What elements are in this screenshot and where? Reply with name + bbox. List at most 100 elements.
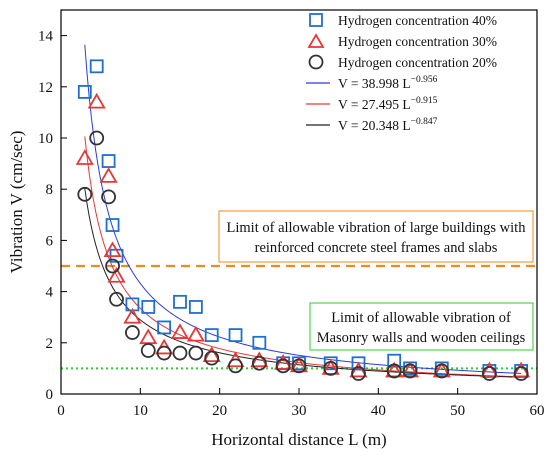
x-tick-label: 30 [292, 403, 307, 419]
data-point-circle [228, 358, 243, 374]
annotation-box [218, 210, 534, 263]
data-point-circle [275, 358, 291, 374]
data-points [75, 59, 531, 381]
data-point-circle [89, 130, 105, 146]
fit-equation: V = 38.998 L [338, 76, 411, 91]
fit-equation: V = 20.348 L [338, 118, 411, 133]
data-point-triangle [432, 361, 451, 378]
legend-label: Hydrogen concentration 20% [338, 55, 497, 70]
annotation-line: reinforced concrete steel frames and sla… [255, 240, 498, 256]
y-tick-label: 2 [46, 336, 54, 352]
data-point-triangle [349, 361, 368, 378]
data-point-circle [323, 360, 339, 376]
data-point-triangle [401, 361, 420, 378]
data-point-circle [291, 358, 307, 374]
x-tick-label: 10 [133, 403, 148, 419]
reference-lines [61, 264, 537, 370]
data-point-circle [124, 325, 140, 340]
annotation-line: Masonry walls and wooden ceilings [317, 330, 526, 346]
legend-item-series-40: Hydrogen concentration 40% [309, 13, 497, 28]
legend-item-fit-20: V = 20.348 L−0.847 [306, 117, 438, 133]
fit-equation: V = 27.495 L [338, 97, 411, 112]
data-point-square [157, 320, 172, 335]
legend-fit-label: V = 20.348 L−0.847 [338, 117, 438, 133]
data-point-square [204, 328, 219, 343]
fit-exponent: −0.847 [411, 117, 438, 127]
data-point-circle [188, 345, 204, 361]
data-point-square [252, 335, 267, 350]
legend-item-fit-30: V = 27.495 L−0.915 [306, 96, 438, 112]
data-point-triangle [123, 307, 142, 324]
data-point-square [323, 356, 338, 371]
data-point-circle [77, 186, 93, 202]
annotation-large-buildings: Limit of allowable vibration of large bu… [218, 210, 534, 263]
legend-item-fit-40: V = 38.998 L−0.956 [306, 75, 438, 91]
y-tick-label: 6 [46, 233, 54, 249]
data-point-triangle [512, 361, 531, 378]
data-point-circle [204, 350, 220, 366]
legend-circle-marker [308, 54, 324, 70]
data-point-square [89, 59, 104, 74]
y-tick-label: 10 [38, 131, 53, 147]
legend-fit-label: V = 27.495 L−0.915 [338, 96, 438, 112]
data-point-triangle [385, 361, 404, 378]
x-tick-label: 0 [57, 403, 65, 419]
data-point-square [228, 328, 243, 343]
data-point-triangle [170, 323, 190, 339]
y-tick-label: 12 [38, 80, 53, 96]
legend-item-series-30: Hydrogen concentration 30% [307, 33, 497, 49]
annotation-line: Limit of allowable vibration of [331, 310, 511, 326]
data-point-square [188, 300, 203, 314]
y-tick-label: 0 [46, 387, 54, 403]
data-point-circle [140, 343, 156, 358]
data-point-square [77, 85, 92, 99]
data-point-square [351, 356, 366, 371]
data-point-triangle [107, 266, 126, 283]
legend-label: Hydrogen concentration 40% [338, 13, 497, 28]
legend-square-marker [309, 13, 323, 27]
data-point-triangle [75, 149, 94, 165]
data-point-triangle [87, 92, 106, 109]
x-tick-label: 40 [371, 403, 386, 419]
data-point-triangle [289, 356, 309, 373]
data-point-circle [101, 189, 116, 205]
y-axis-title: Vibration V (cm/sec) [7, 131, 26, 274]
data-point-square [173, 294, 187, 309]
data-point-circle [109, 291, 124, 307]
x-tick-label: 20 [212, 403, 227, 419]
data-point-circle [156, 345, 172, 361]
data-point-circle [386, 363, 402, 379]
data-point-circle [105, 258, 120, 274]
data-point-triangle [480, 361, 499, 378]
axis-ticks: 0 10 20 30 40 50 60 0 2 4 6 8 10 12 14 [38, 29, 545, 419]
annotation-masonry: Limit of allowable vibration of Masonry … [309, 302, 534, 351]
data-point-circle [172, 345, 188, 361]
data-point-circle [434, 363, 450, 379]
y-tick-label: 14 [38, 29, 54, 45]
data-point-triangle [99, 167, 118, 183]
data-point-circle [402, 363, 418, 379]
legend-triangle-marker [307, 33, 325, 48]
data-point-circle [513, 366, 529, 381]
data-point-square [387, 353, 402, 368]
annotation-line: Limit of allowable vibration of large bu… [227, 220, 527, 236]
x-axis-title: Horizontal distance L (m) [211, 430, 386, 449]
x-tick-label: 50 [450, 403, 465, 419]
data-point-circle [351, 366, 366, 381]
y-tick-label: 8 [46, 182, 54, 198]
data-point-triangle [103, 241, 122, 258]
data-point-circle [251, 355, 267, 371]
legend-item-series-20: Hydrogen concentration 20% [308, 54, 497, 70]
fit-exponent: −0.915 [411, 96, 438, 106]
data-point-triangle [186, 325, 205, 342]
data-point-triangle [321, 359, 340, 375]
data-point-triangle [139, 328, 158, 345]
x-tick-label: 60 [530, 403, 545, 419]
data-point-square [141, 300, 156, 314]
data-point-circle [481, 366, 497, 381]
data-point-square [101, 154, 116, 168]
legend-label: Hydrogen concentration 30% [338, 34, 497, 49]
annotation-box [309, 302, 534, 351]
data-point-triangle [274, 353, 293, 370]
